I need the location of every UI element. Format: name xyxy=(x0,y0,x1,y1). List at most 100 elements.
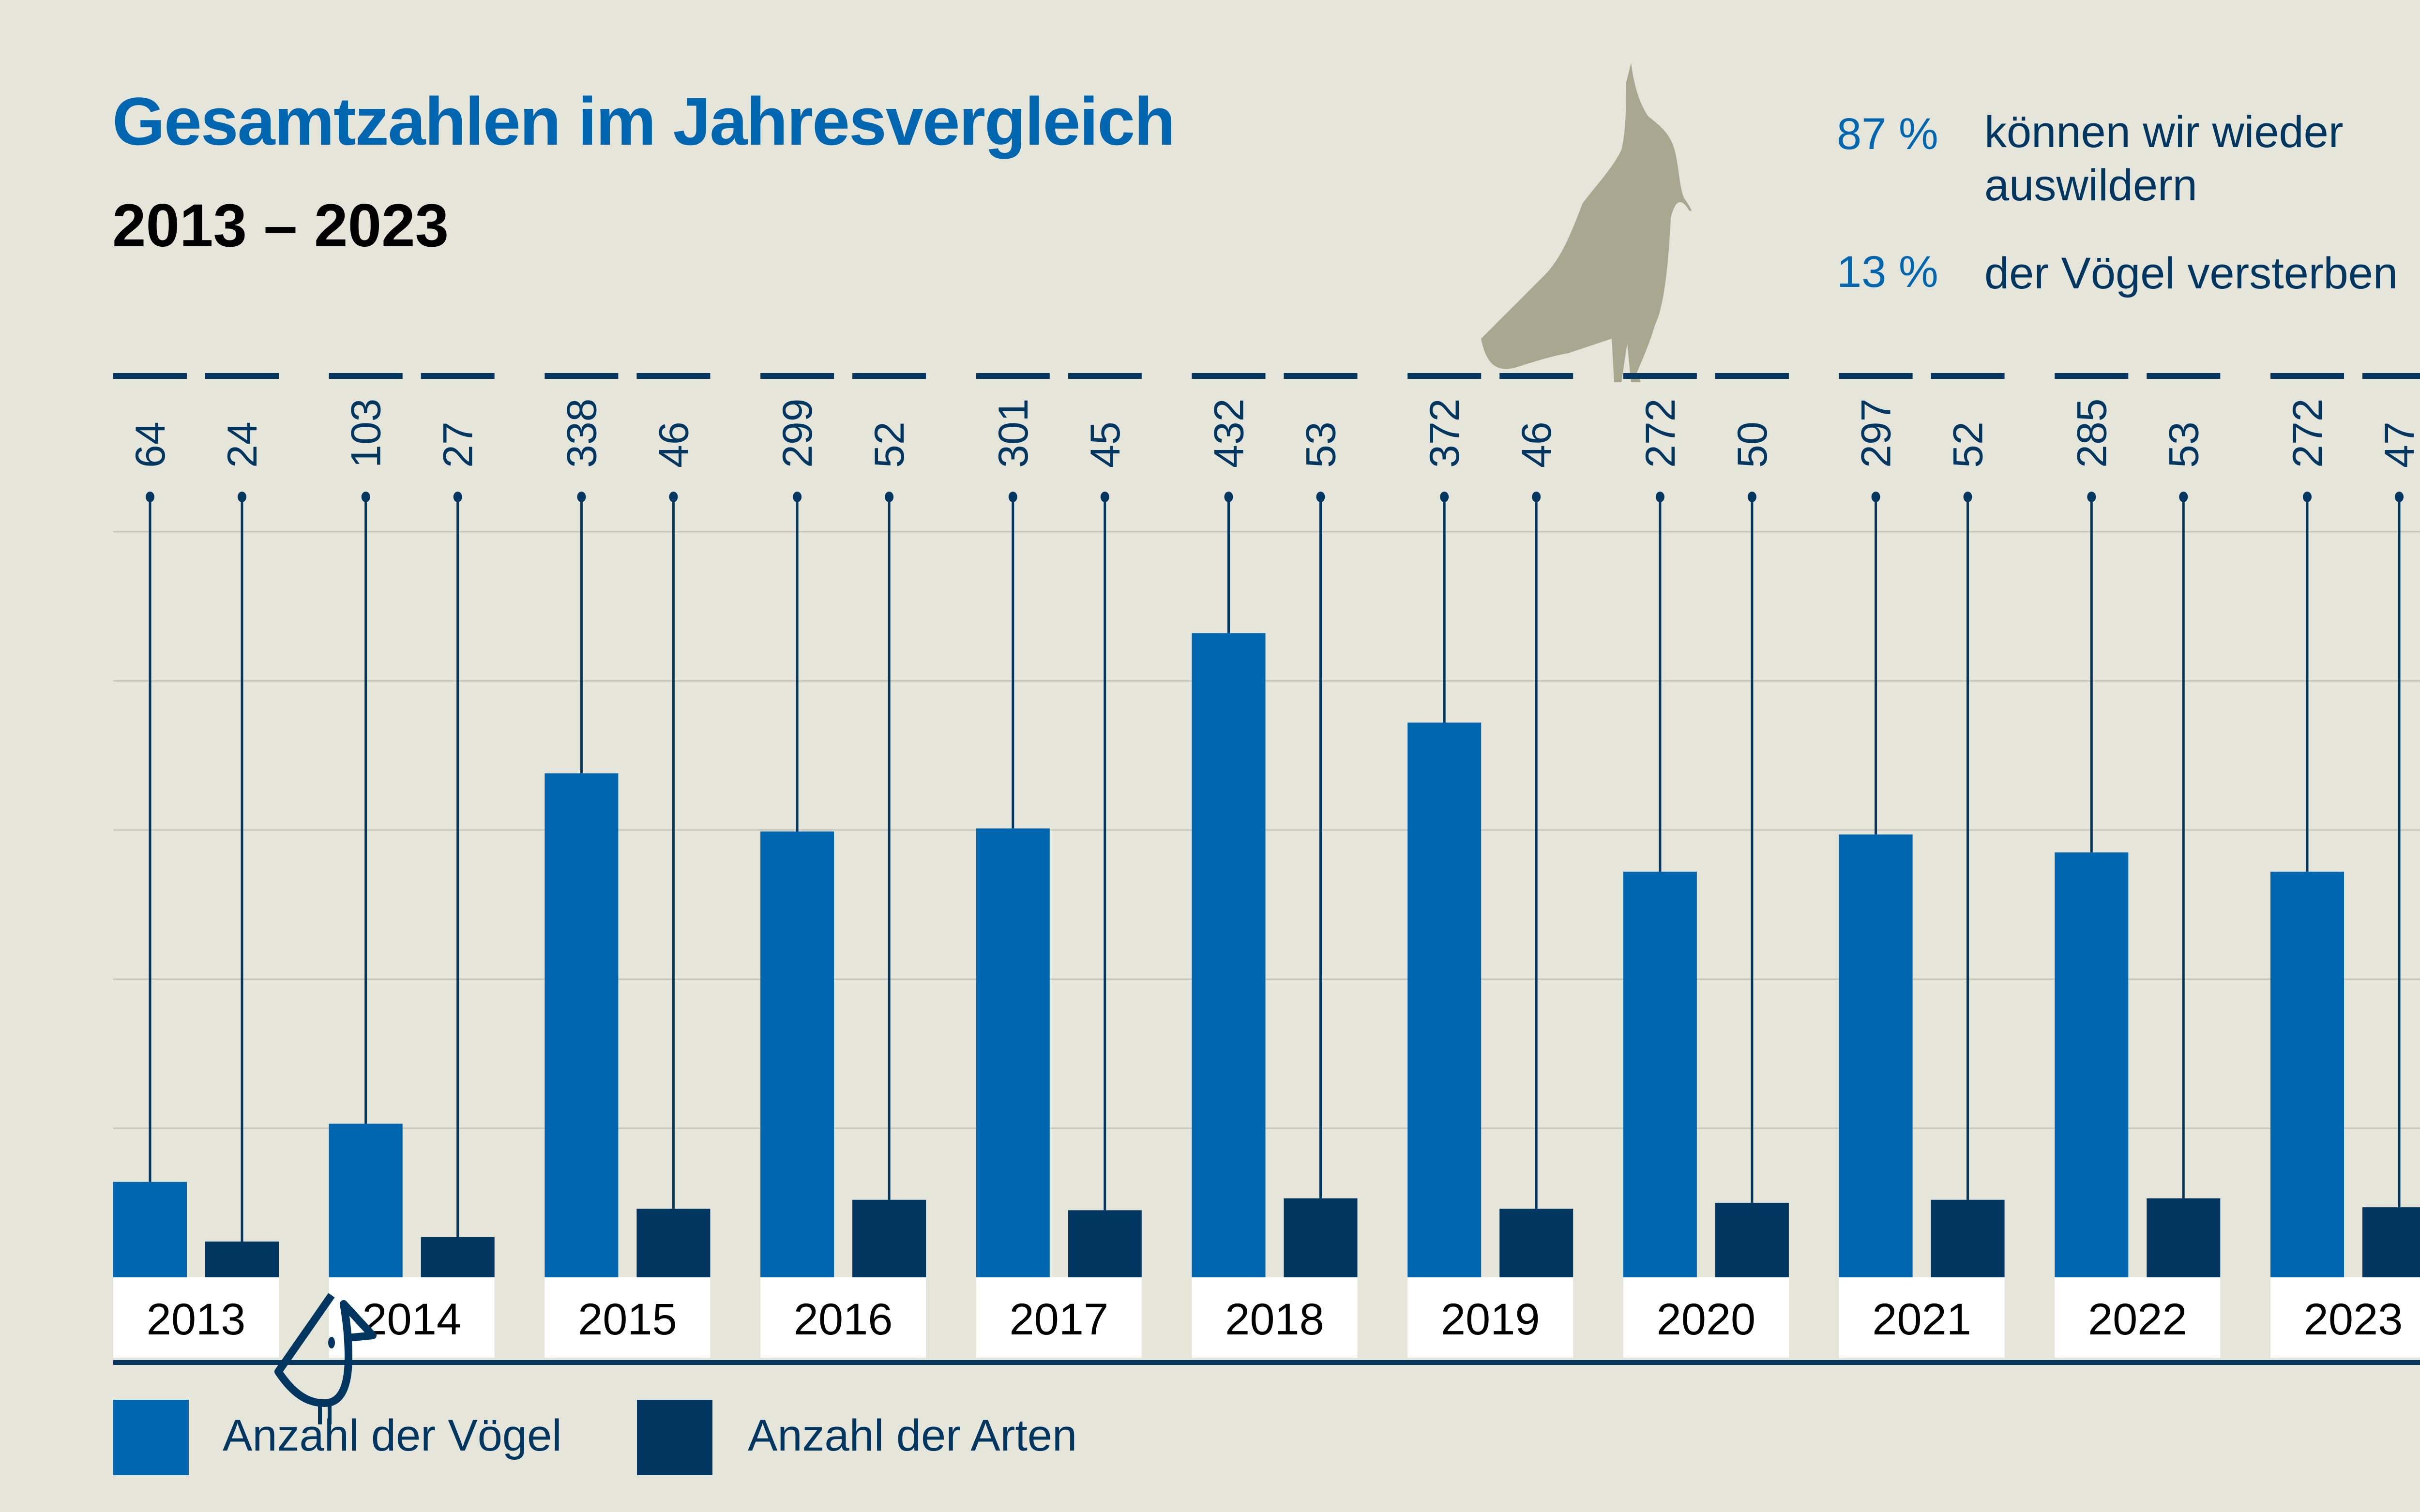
value-label-dash xyxy=(2270,373,2344,379)
x-tick-label: 2021 xyxy=(1872,1295,1971,1344)
leader-dot xyxy=(577,492,586,502)
data-label: 103 xyxy=(343,399,390,468)
x-tick-label: 2013 xyxy=(147,1295,246,1344)
value-label-dash xyxy=(2055,373,2129,379)
data-label: 46 xyxy=(650,421,697,468)
x-tick-label: 2019 xyxy=(1441,1295,1540,1344)
legend-label-species: Anzahl der Arten xyxy=(748,1411,1077,1460)
data-label: 338 xyxy=(559,399,605,468)
value-label-dash xyxy=(2362,373,2420,379)
bar-species xyxy=(636,1209,711,1277)
bird-outline-icon xyxy=(274,1293,377,1424)
data-label: 272 xyxy=(1637,399,1684,468)
leader-dot xyxy=(453,492,462,502)
data-label: 372 xyxy=(1422,399,1468,468)
bar-species xyxy=(1931,1199,2005,1277)
x-tick-label: 2015 xyxy=(578,1295,677,1344)
year-label-box xyxy=(1623,1277,1789,1358)
leader-dot xyxy=(1316,492,1325,502)
year-label-box xyxy=(113,1277,279,1358)
stat-text-reintroduced: können wir wieder auswildern xyxy=(1984,107,2344,210)
value-label-dash xyxy=(421,373,495,379)
leader-dot xyxy=(1440,492,1449,502)
bar-species xyxy=(2362,1207,2420,1277)
data-label: 46 xyxy=(1513,421,1560,468)
leader-dot xyxy=(885,492,894,502)
legend-label-birds: Anzahl der Vögel xyxy=(223,1411,562,1460)
leader-dot xyxy=(793,492,802,502)
bar-birds xyxy=(113,1182,187,1277)
leader-dot xyxy=(1963,492,1972,502)
year-label-box xyxy=(976,1277,1142,1358)
data-label: 52 xyxy=(866,421,913,468)
bar-birds xyxy=(2270,871,2344,1277)
year-label-box xyxy=(2270,1277,2420,1358)
data-label: 297 xyxy=(1853,399,1900,468)
value-label-dash xyxy=(329,373,403,379)
year-label-box xyxy=(1839,1277,2005,1358)
bar-birds xyxy=(1839,834,1913,1277)
bar-species xyxy=(1715,1202,1789,1277)
leader-dot xyxy=(1655,492,1664,502)
bar-species xyxy=(1284,1198,1358,1277)
data-label: 272 xyxy=(2284,399,2331,468)
chart-title: Gesamtzahlen im Jahresvergleich xyxy=(112,83,1176,159)
stat-text-deceased: der Vögel versterben xyxy=(1984,249,2398,298)
leader-dot xyxy=(361,492,370,502)
leader-dot xyxy=(1747,492,1756,502)
bar-species xyxy=(852,1199,926,1277)
stat-percent-reintroduced: 87 % xyxy=(1837,109,1938,159)
data-label: 52 xyxy=(1945,421,1992,468)
bar-species xyxy=(421,1237,495,1277)
x-tick-label: 2020 xyxy=(1657,1295,1756,1344)
data-label: 301 xyxy=(990,399,1037,468)
chart-subtitle: 2013 – 2023 xyxy=(112,192,449,259)
data-label: 299 xyxy=(774,399,821,468)
bar-birds xyxy=(1407,722,1482,1277)
value-label-dash xyxy=(1623,373,1697,379)
value-label-dash xyxy=(1499,373,1573,379)
x-tick-label: 2016 xyxy=(794,1295,893,1344)
bar-species xyxy=(1499,1209,1573,1277)
value-label-dash xyxy=(1931,373,2005,379)
data-label: 64 xyxy=(127,421,174,468)
leader-dot xyxy=(1008,492,1017,502)
year-label-box xyxy=(1192,1277,1358,1358)
baseline xyxy=(113,1360,2420,1365)
bar-birds xyxy=(976,828,1050,1277)
stat-percent-deceased: 13 % xyxy=(1837,247,1938,297)
legend-swatch-species xyxy=(637,1400,712,1475)
data-label: 53 xyxy=(1298,421,1345,468)
data-label: 53 xyxy=(2161,421,2207,468)
data-label: 50 xyxy=(1729,421,1776,468)
bar-birds xyxy=(329,1123,403,1277)
leader-dot xyxy=(2303,492,2312,502)
value-label-dash xyxy=(852,373,926,379)
year-label-box xyxy=(544,1277,711,1358)
value-label-dash xyxy=(1068,373,1142,379)
value-label-dash xyxy=(1407,373,1482,379)
data-label: 24 xyxy=(219,421,266,468)
leader-dot xyxy=(146,492,154,502)
bar-species xyxy=(205,1242,279,1277)
value-label-dash xyxy=(2147,373,2221,379)
data-label: 45 xyxy=(1082,421,1129,468)
year-label-box xyxy=(760,1277,926,1358)
value-label-dash xyxy=(1839,373,1913,379)
leader-dot xyxy=(2087,492,2096,502)
leader-dot xyxy=(2179,492,2188,502)
bar-birds xyxy=(2055,852,2129,1277)
data-label: 432 xyxy=(1206,399,1253,468)
leader-dot xyxy=(238,492,246,502)
value-label-dash xyxy=(113,373,187,379)
x-tick-label: 2014 xyxy=(362,1295,461,1344)
bar-species xyxy=(1068,1210,1142,1277)
value-label-dash xyxy=(1192,373,1266,379)
value-label-dash xyxy=(636,373,711,379)
x-tick-label: 2022 xyxy=(2088,1295,2187,1344)
x-tick-label: 2017 xyxy=(1009,1295,1108,1344)
leader-dot xyxy=(1224,492,1233,502)
value-label-dash xyxy=(544,373,619,379)
bar-birds xyxy=(544,773,619,1277)
